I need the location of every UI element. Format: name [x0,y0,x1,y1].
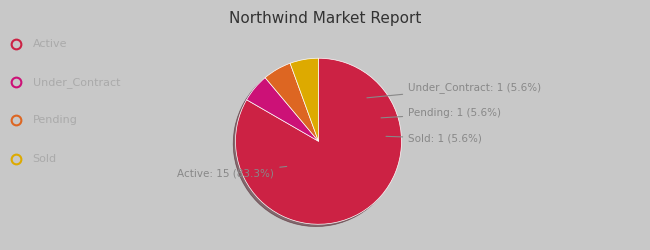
Text: Northwind Market Report: Northwind Market Report [229,11,421,26]
Text: Pending: Pending [32,116,77,126]
Wedge shape [235,58,402,224]
Text: Pending: 1 (5.6%): Pending: 1 (5.6%) [381,108,501,118]
Text: Sold: 1 (5.6%): Sold: 1 (5.6%) [386,133,482,143]
Wedge shape [246,78,318,141]
Wedge shape [265,63,318,141]
Text: Sold: Sold [32,154,57,164]
Text: Under_Contract: Under_Contract [32,77,120,88]
Wedge shape [290,58,318,141]
Text: Active: 15 (83.3%): Active: 15 (83.3%) [177,166,287,178]
Text: Active: Active [32,39,67,49]
Text: Under_Contract: 1 (5.6%): Under_Contract: 1 (5.6%) [367,82,541,98]
